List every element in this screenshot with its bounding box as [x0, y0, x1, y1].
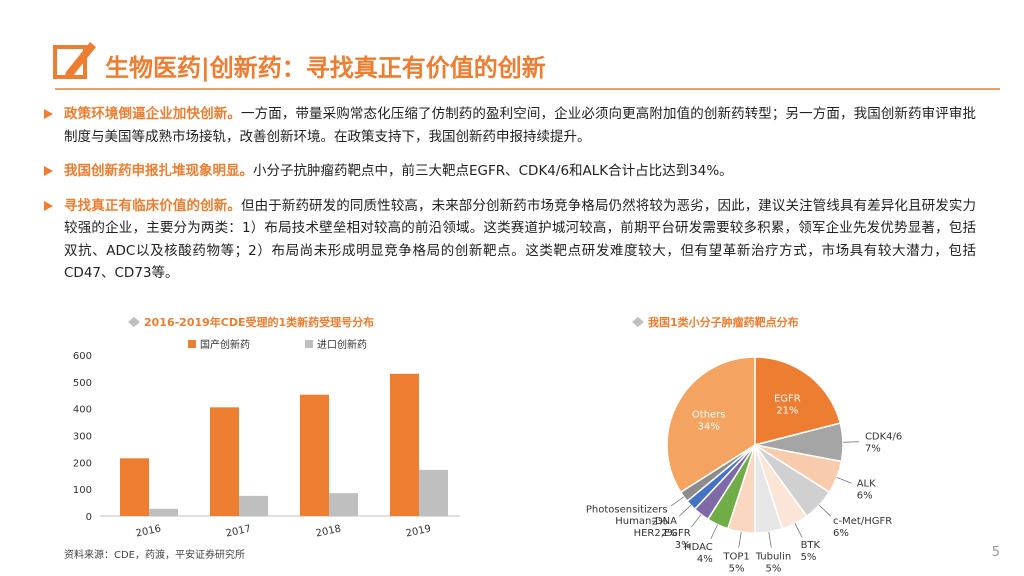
- pie-value-label: 7%: [865, 443, 881, 454]
- pie-label: Others: [692, 410, 726, 421]
- pie-slice: [666, 356, 756, 494]
- leader-line: [670, 496, 685, 507]
- bar: [120, 458, 149, 516]
- pie-label: HER2,EGFR: [634, 528, 691, 539]
- y-tick-label: 100: [73, 485, 92, 496]
- bar: [149, 508, 178, 516]
- bullet-marker: [44, 166, 53, 176]
- bullet-marker: [44, 200, 53, 211]
- bullet-lead: 寻找真正有临床价值的创新。: [64, 197, 241, 214]
- pie-value-label: 6%: [833, 528, 849, 539]
- bar: [390, 373, 419, 516]
- bar: [329, 493, 358, 516]
- pie-slice: [754, 356, 842, 446]
- bullet-list: 政策环境倒逼企业加快创新。一方面，带量采购常态化压缩了仿制药的盈利空间，企业必须…: [40, 103, 976, 297]
- pie-label: Human-DNA: [615, 516, 677, 527]
- legend-label: 进口创新药: [317, 338, 367, 351]
- y-tick-label: 0: [86, 512, 92, 523]
- title-icon: [632, 317, 644, 327]
- pie-label: Photosensitizers: [586, 504, 668, 515]
- pie-value-label: 3%: [675, 540, 691, 551]
- bar: [239, 495, 268, 516]
- bullet-text: 一方面，带量采购常态化压缩了仿制药的盈利空间，企业必须向更高附加值的创新药转型；…: [64, 106, 977, 145]
- pie-label: BTK: [801, 540, 821, 551]
- leader-line: [710, 524, 718, 540]
- bullet-text: 但由于新药研发的同质性较高，未来部分创新药市场竞争格局仍然将较为恶劣，因此，建议…: [64, 197, 977, 282]
- page-number: 5: [992, 545, 1000, 560]
- legend-swatch: [305, 340, 313, 348]
- leader-line: [842, 441, 859, 443]
- bullet-lead: 我国创新药申报扎堆现象明显。: [64, 163, 253, 179]
- y-tick-label: 400: [73, 405, 92, 416]
- slide-title: 生物医药|创新药：寻找真正有价值的创新: [105, 54, 546, 82]
- y-tick-label: 600: [73, 351, 92, 362]
- pie-value-label: 2%: [661, 528, 677, 539]
- bullet-text: 小分子抗肿瘤药靶点中，前三大靶点EGFR、CDK4/6和ALK合计占比达到34%…: [253, 163, 733, 179]
- legend-label: 国产创新药: [200, 338, 250, 351]
- chart-title: 2016-2019年CDE受理的1类新药受理号分布: [144, 315, 374, 329]
- pie-label: EGFR: [774, 393, 801, 404]
- bullet: 我国创新药申报扎堆现象明显。小分子抗肿瘤药靶点中，前三大靶点EGFR、CDK4/…: [40, 160, 976, 183]
- pie-value-label: 21%: [776, 405, 798, 416]
- legend-swatch: [188, 340, 196, 348]
- leader-line: [768, 531, 772, 548]
- chart-title: 我国1类小分子肿瘤药靶点分布: [648, 315, 799, 329]
- leader-line: [738, 531, 742, 548]
- pie-value-label: 34%: [698, 422, 720, 433]
- title-icon: [128, 317, 140, 327]
- pie-label: HDAC: [684, 542, 713, 553]
- pie-value-label: 4%: [697, 554, 713, 565]
- x-tick-label: 2017: [225, 524, 252, 540]
- leader-line: [836, 477, 852, 484]
- bar: [210, 407, 239, 516]
- x-tick-label: 2019: [405, 524, 432, 540]
- pie-value-label: 6%: [857, 490, 873, 501]
- pie-value-label: 5%: [766, 564, 782, 575]
- leader-line: [818, 504, 832, 517]
- source-note: 资料来源：CDE，药渡，平安证券研究所: [64, 548, 245, 561]
- bar: [300, 394, 329, 516]
- leader-line: [690, 514, 702, 528]
- pie-value-label: 2%: [652, 516, 668, 527]
- bullet: 政策环境倒逼企业加快创新。一方面，带量采购常态化压缩了仿制药的盈利空间，企业必须…: [40, 103, 976, 148]
- pie-label: c-Met/HGFR: [833, 516, 892, 527]
- leader-line: [794, 523, 803, 538]
- x-tick-label: 2018: [315, 524, 342, 540]
- bullet-marker: [44, 109, 53, 119]
- header-icon: [53, 42, 96, 79]
- y-tick-label: 200: [73, 458, 92, 469]
- bullet-lead: 政策环境倒逼企业加快创新。: [64, 106, 241, 122]
- pie-label: CDK4/6: [865, 431, 902, 442]
- pie-label: ALK: [857, 478, 876, 489]
- y-tick-label: 300: [73, 432, 92, 443]
- pie-label: TOP1: [722, 552, 749, 563]
- pie-value-label: 5%: [729, 564, 745, 575]
- pie-label: Tubulin: [755, 552, 792, 563]
- bar: [419, 469, 448, 516]
- leader-line: [678, 504, 692, 517]
- pie-value-label: 5%: [801, 552, 817, 563]
- y-tick-label: 500: [73, 378, 92, 389]
- x-tick-label: 2016: [135, 524, 162, 540]
- bullet: 寻找真正有临床价值的创新。但由于新药研发的同质性较高，未来部分创新药市场竞争格局…: [40, 195, 976, 285]
